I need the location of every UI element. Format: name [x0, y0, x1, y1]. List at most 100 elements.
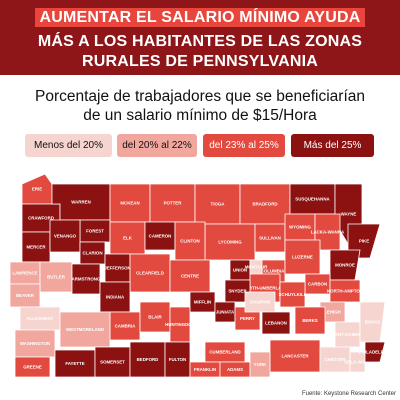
county-clinton: CLINTON	[174, 221, 206, 261]
county-york: YORK	[249, 351, 271, 378]
county-shape	[347, 223, 381, 259]
county-juniata: JUNIATA	[214, 301, 236, 323]
county-erie: ERIE	[21, 173, 53, 205]
county-forest: FOREST	[79, 219, 111, 243]
county-fayette: FAYETTE	[54, 349, 96, 378]
county-label: MONTOUR	[245, 265, 268, 270]
county-somerset: SOMERSET	[94, 346, 131, 378]
county-label: PHILADELPHIA	[359, 350, 392, 355]
county-warren: WARREN	[51, 183, 111, 221]
county-beaver: BEAVER	[9, 283, 41, 308]
county-butler: BUTLER	[39, 261, 73, 293]
header-line-1: AUMENTAR EL SALARIO MÍNIMO AYUDA	[0, 8, 400, 27]
county-label: LAWRENCE	[12, 271, 37, 276]
county-mckean: MCKEAN	[109, 183, 151, 223]
county-label: INDIANA	[106, 295, 125, 300]
county-clarion: CLARION	[79, 241, 106, 265]
county-franklin: FRANKLIN	[189, 361, 221, 378]
county-lawrence: LAWRENCE	[9, 261, 41, 285]
county-indiana: INDIANA	[99, 281, 131, 313]
county-tioga: TIOGA	[194, 183, 241, 225]
county-label: ADAMS	[227, 367, 243, 372]
legend-item-tier2: del 20% al 22%	[117, 134, 197, 157]
county-label: NORTH-UMBERLAND	[242, 286, 287, 291]
county-shape	[364, 341, 386, 363]
county-armstrong: ARMSTRONG	[71, 263, 101, 295]
county-lycoming: LYCOMING	[204, 223, 256, 261]
county-label: ERIE	[32, 187, 42, 192]
county-shape	[249, 351, 271, 378]
county-wyoming: WYOMING	[284, 213, 316, 241]
county-label: MCKEAN	[120, 201, 139, 206]
county-bradford: BRADFORD	[239, 183, 291, 225]
county-label: POTTER	[164, 201, 183, 206]
county-label: SCHUYLKILL	[279, 292, 307, 297]
legend-item-tier4: Más del 25%	[291, 134, 374, 157]
header-line-3: RURALES DE PENNSYLVANIA	[81, 53, 319, 70]
county-label: DAUPHIN	[250, 300, 270, 305]
county-label: PIKE	[359, 239, 369, 244]
county-label: WASHINGTON	[20, 341, 50, 346]
county-label: BEAVER	[16, 293, 35, 298]
county-label: LEHIGH	[324, 310, 341, 315]
county-shape	[14, 356, 51, 378]
county-label: BLAIR	[148, 315, 162, 320]
county-label: LACKA-WANNA	[311, 230, 345, 235]
county-philadelphia: PHILADELPHIA	[359, 341, 392, 363]
county-lancaster: LANCASTER	[269, 339, 321, 373]
county-label: CLARION	[82, 251, 102, 256]
county-jefferson: JEFFERSON	[104, 253, 131, 283]
county-label: NORTH-AMPTON	[327, 289, 363, 294]
county-lebanon: LEBANON	[261, 311, 291, 335]
county-label: ELK	[123, 236, 133, 241]
county-susquehanna: SUSQUEHANNA	[289, 183, 336, 215]
county-label: LANCASTER	[281, 354, 309, 359]
header-line-2: MÁS A LOS HABITANTES DE LAS ZONAS	[37, 33, 363, 50]
county-label: BERKS	[302, 318, 317, 323]
county-dauphin: DAUPHIN	[244, 291, 276, 313]
county-cambria: CAMBRIA	[109, 311, 141, 341]
county-label: UNION	[233, 268, 247, 273]
county-label: WYOMING	[289, 225, 312, 230]
county-venango: VENANGO	[49, 219, 81, 253]
county-label: CAMERON	[149, 234, 172, 239]
county-potter: POTTER	[149, 183, 196, 223]
county-washington: WASHINGTON	[14, 329, 56, 358]
county-berks: BERKS	[294, 306, 326, 335]
county-mercer: MERCER	[21, 231, 51, 263]
county-allegheny: ALLEGHENY	[19, 306, 61, 331]
county-shape	[349, 351, 366, 373]
header-highlight: AUMENTAR EL SALARIO MÍNIMO AYUDA	[35, 8, 365, 27]
county-label: MERCER	[26, 245, 46, 250]
county-sullivan: SULLIVAN	[254, 223, 286, 253]
county-label: FOREST	[86, 229, 104, 234]
subtitle-line-2: de un salario mínimo de $15/Hora	[83, 107, 317, 124]
county-bucks: BUCKS	[359, 301, 386, 343]
county-pike: PIKE	[347, 223, 381, 259]
county-label: SNYDER	[228, 289, 247, 294]
county-label: CUMBERLAND	[209, 350, 240, 355]
county-mont-gomery: MONT-GOMERY	[331, 321, 364, 348]
county-cameron: CAMERON	[144, 221, 176, 251]
source-note: Fuente: Keystone Research Center	[301, 391, 396, 397]
county-label: COLUMBIA	[261, 269, 285, 274]
county-mifflin: MIFFLIN	[189, 291, 216, 313]
county-elk: ELK	[109, 221, 146, 255]
county-label: CHESTER	[325, 357, 347, 362]
legend-item-tier1: Menos del 20%	[25, 134, 112, 157]
county-label: SUSQUEHANNA	[295, 197, 330, 202]
county-shape	[334, 321, 361, 348]
county-adams: ADAMS	[219, 361, 251, 378]
county-label: LEBANON	[265, 321, 287, 326]
county-label: BEDFORD	[137, 357, 159, 362]
county-label: PERRY	[240, 316, 255, 321]
county-label: LYCOMING	[218, 240, 242, 245]
county-label: SULLIVAN	[259, 236, 281, 241]
county-label: BUTLER	[47, 275, 66, 280]
county-label: WESTMORELAND	[66, 327, 104, 332]
county-label: MIFFLIN	[194, 300, 211, 305]
county-label: LUZERNE	[292, 255, 313, 260]
county-centre: CENTRE	[169, 259, 211, 293]
county-label: JEFFERSON	[104, 266, 130, 271]
county-label: FAYETTE	[65, 361, 84, 366]
